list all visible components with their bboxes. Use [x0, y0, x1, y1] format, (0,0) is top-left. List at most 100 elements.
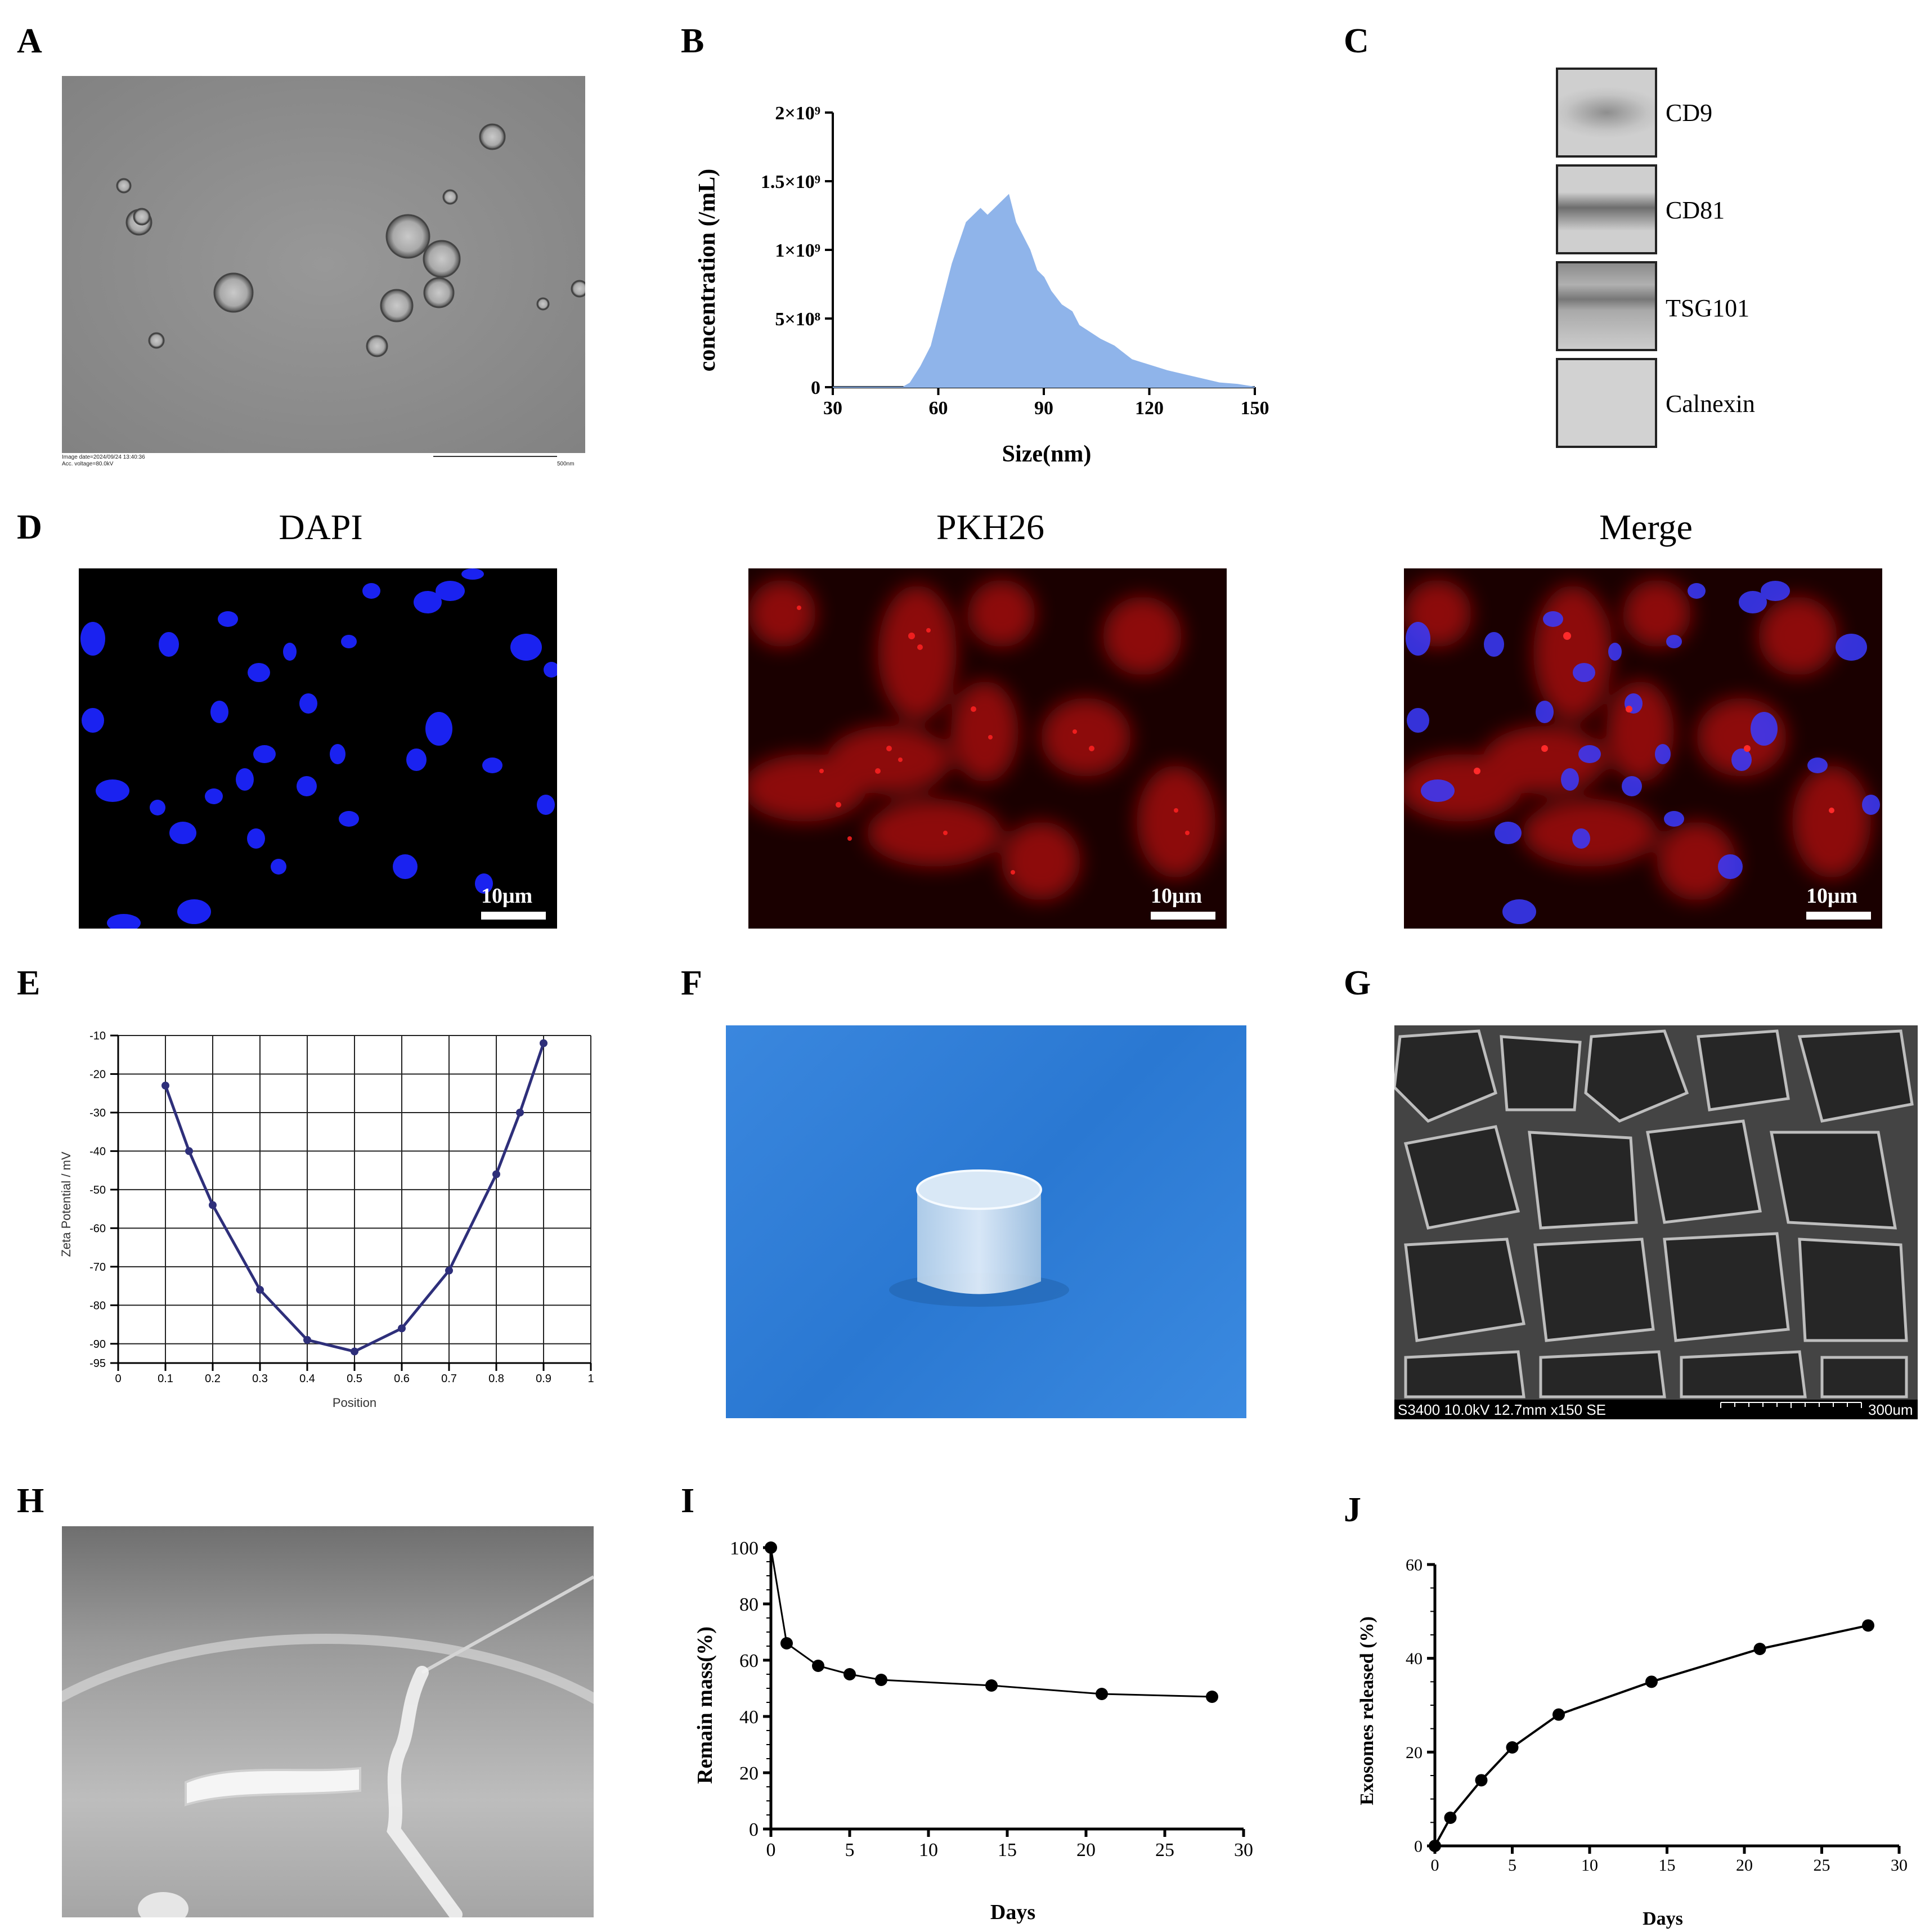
x-tick-label: 25	[1814, 1856, 1830, 1875]
y-tick-label: -95	[89, 1357, 106, 1370]
merge-scale-label: 10μm	[1806, 884, 1858, 908]
x-tick-label: 20	[1736, 1856, 1753, 1875]
data-point	[985, 1679, 998, 1692]
x-tick-label: 0.2	[205, 1373, 221, 1385]
blot-band-cd81	[1556, 164, 1657, 254]
y-tick-label: -50	[89, 1184, 106, 1196]
data-point	[161, 1082, 169, 1090]
chart-b-xlabel: Size(nm)	[1002, 441, 1092, 467]
tem-info-line2: Acc. voltage=80.0kV	[62, 461, 114, 467]
fluor-title-merge: Merge	[1599, 507, 1693, 547]
x-tick-label: 5	[1508, 1856, 1516, 1875]
chart-j-exosomes-released: 0 5 10 15 20 25 30 0 20 40 60 Days Exosomes releas…	[1357, 1556, 1908, 1930]
data-point	[765, 1541, 777, 1554]
panel-label-j: J	[1344, 1491, 1361, 1529]
y-tick-label: 5×10⁸	[775, 309, 820, 330]
panel-label-d: D	[17, 508, 42, 546]
y-tick-label: -10	[89, 1030, 106, 1042]
tem-scale-label: 500nm	[557, 461, 575, 467]
blot-band-calnexin	[1556, 358, 1657, 448]
sem-info: S3400 10.0kV 12.7mm x150 SE	[1398, 1401, 1607, 1418]
panel-label-c: C	[1344, 22, 1369, 60]
data-point	[540, 1039, 548, 1047]
tem-info-line1: Image date=2024/09/24 13:40:36	[62, 454, 145, 460]
y-tick-label: -20	[89, 1068, 106, 1081]
data-point	[1096, 1688, 1108, 1700]
panel-label-f: F	[681, 964, 702, 1002]
chart-b-size-distribution: 30 60 90 120 150 0 5×10⁸ 1×10⁹ 1.5×10⁹ 2×10⁹ Size…	[694, 103, 1269, 467]
x-tick-label: 0.7	[441, 1373, 457, 1385]
y-tick-label: -90	[89, 1338, 106, 1351]
y-tick-label: -80	[89, 1299, 106, 1312]
chart-e-plot: 0 0.1 0.2 0.3 0.4 0.5 0.6 0.7 0.8 0.9 1 -10 -20 -30 -4…	[89, 1030, 594, 1385]
fluor-title-dapi: DAPI	[279, 507, 363, 547]
y-tick-label: 1×10⁹	[775, 240, 820, 261]
y-tick-label: 0	[1414, 1837, 1423, 1856]
merge-scale-bar	[1806, 912, 1871, 920]
fluor-image-dapi: 10μm	[79, 568, 557, 929]
x-tick-label: 120	[1135, 398, 1164, 419]
x-tick-label: 0	[115, 1373, 121, 1385]
y-tick-label: 40	[739, 1707, 759, 1728]
chart-b-ylabel: concentration (/mL)	[694, 169, 720, 371]
y-tick-label: 20	[739, 1763, 759, 1784]
panel-label-g: G	[1344, 964, 1371, 1002]
chart-j-xlabel: Days	[1643, 1908, 1683, 1929]
chart-j-ylabel: Exosomes released (%)	[1357, 1616, 1377, 1805]
panel-label-a: A	[17, 22, 42, 60]
x-tick-label: 15	[1659, 1856, 1676, 1875]
tem-image: Image date=2024/09/24 13:40:36 Acc. volt…	[62, 76, 585, 470]
x-tick-label: 150	[1241, 398, 1269, 419]
data-point	[256, 1285, 264, 1294]
x-tick-label: 1	[587, 1373, 594, 1385]
x-tick-label: 10	[919, 1840, 938, 1861]
y-tick-label: 80	[739, 1594, 759, 1615]
chart-i-plot: 0 5 10 15 20 25 30 0 20 40 60 80 100	[730, 1538, 1253, 1861]
panel-label-e: E	[17, 964, 41, 1002]
x-tick-label: 0.8	[488, 1373, 504, 1385]
y-tick-label: 0	[811, 378, 820, 398]
x-tick-label: 0.3	[252, 1373, 268, 1385]
x-tick-label: 0.4	[299, 1373, 315, 1385]
x-tick-label: 90	[1034, 398, 1053, 419]
data-point	[1552, 1708, 1565, 1721]
data-point	[1645, 1675, 1658, 1688]
pkh26-scale-label: 10μm	[1151, 884, 1202, 908]
x-tick-label: 25	[1155, 1840, 1174, 1861]
data-point	[185, 1147, 193, 1155]
data-point	[351, 1347, 358, 1356]
blot-label-cd81: CD81	[1666, 196, 1725, 224]
panel-label-i: I	[681, 1482, 695, 1520]
data-point	[1475, 1774, 1488, 1787]
blot-label-tsg101: TSG101	[1666, 294, 1750, 322]
blot-label-calnexin: Calnexin	[1666, 390, 1755, 418]
size-distribution-area	[833, 194, 1255, 388]
chart-i-ylabel: Remain mass(%)	[693, 1626, 717, 1784]
blot-band-cd9	[1556, 68, 1657, 158]
data-point	[1753, 1643, 1766, 1655]
x-tick-label: 15	[998, 1840, 1017, 1861]
sem-image: S3400 10.0kV 12.7mm x150 SE 300um	[1394, 1025, 1918, 1419]
x-tick-label: 30	[823, 398, 842, 419]
chart-j-plot: 0 5 10 15 20 25 30 0 20 40 60	[1406, 1556, 1908, 1875]
data-point	[1429, 1840, 1441, 1852]
series-line	[1434, 1624, 1869, 1846]
data-point	[1506, 1741, 1519, 1754]
x-tick-label: 30	[1234, 1840, 1253, 1861]
data-point	[1444, 1812, 1457, 1824]
chart-e-ylabel: Zeta Potential / mV	[59, 1151, 73, 1257]
x-tick-label: 30	[1891, 1856, 1908, 1875]
data-point	[780, 1637, 793, 1649]
x-tick-label: 60	[929, 398, 948, 419]
y-tick-label: 1.5×10⁹	[761, 172, 820, 192]
dapi-scale-bar	[481, 912, 546, 920]
y-tick-label: 0	[749, 1819, 759, 1840]
dapi-scale-label: 10μm	[481, 884, 533, 908]
x-tick-label: 0.6	[394, 1373, 410, 1385]
chart-i-remain-mass: 0 5 10 15 20 25 30 0 20 40 60 80 100 Days Remain mas…	[693, 1538, 1253, 1924]
chart-e-xlabel: Position	[333, 1396, 376, 1410]
panel-label-b: B	[681, 22, 705, 60]
chart-b-plot: 30 60 90 120 150 0 5×10⁸ 1×10⁹ 1.5×10⁹ 2×10⁹	[761, 103, 1269, 419]
series-line	[770, 1547, 1213, 1698]
chart-e-zeta-potential: 0 0.1 0.2 0.3 0.4 0.5 0.6 0.7 0.8 0.9 1 -10 -20 -30 -4…	[59, 1030, 594, 1410]
